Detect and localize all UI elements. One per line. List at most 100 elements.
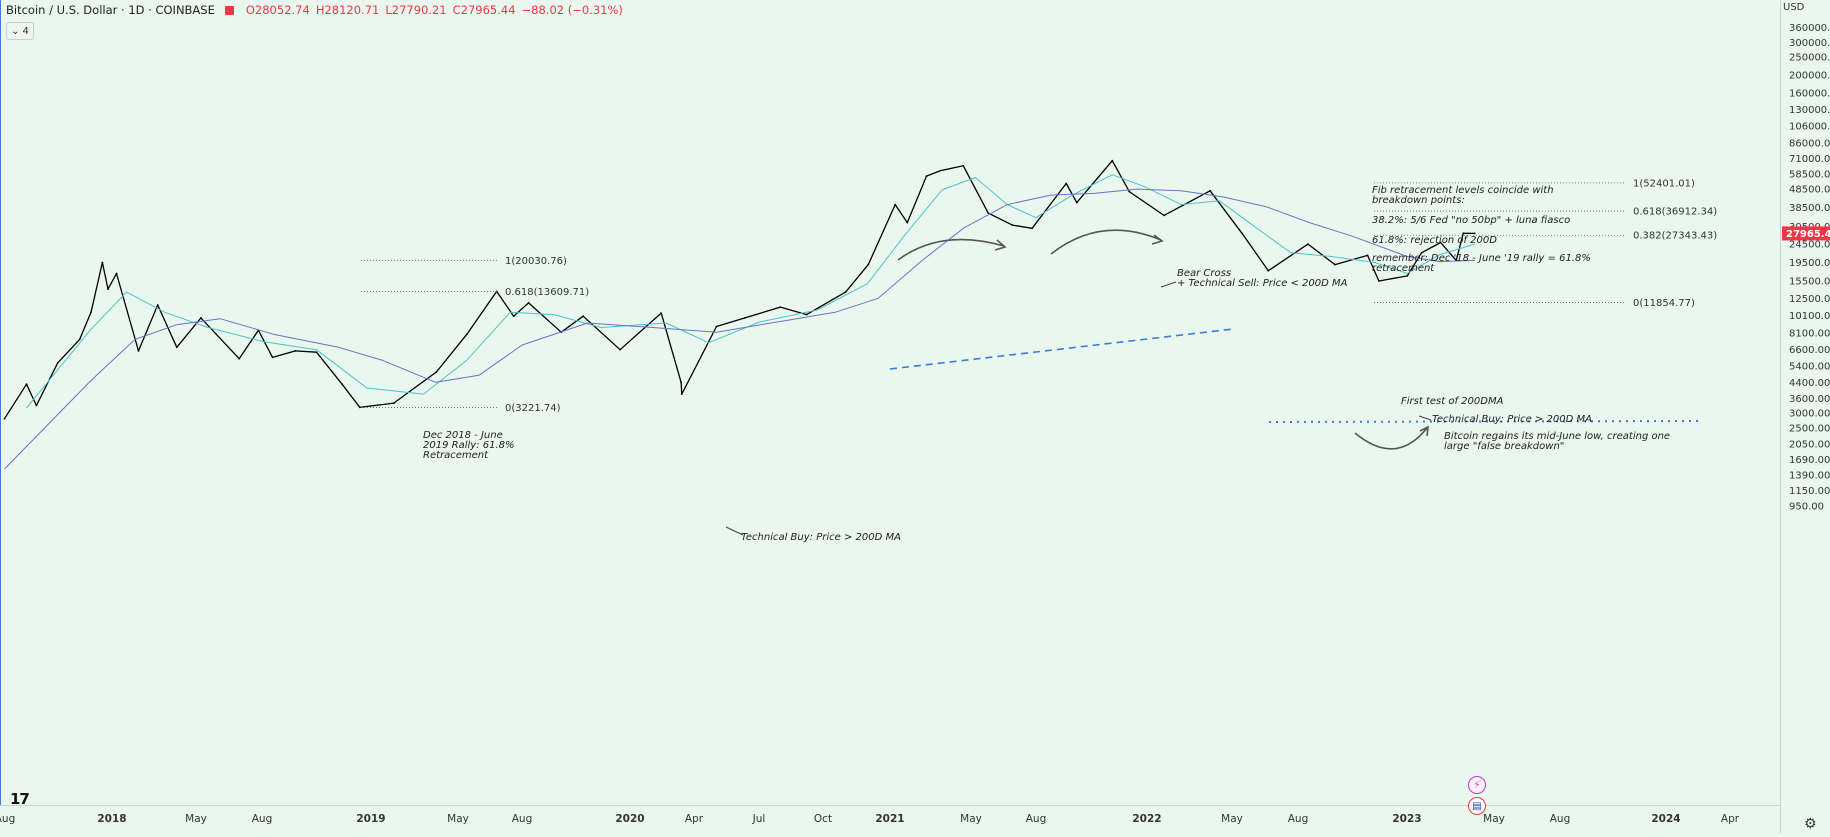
symbol-name[interactable]: Bitcoin / U.S. Dollar · 1D · COINBASE [6,3,215,17]
price-point [101,261,104,264]
price-point [680,381,682,384]
ma-200d-line[interactable] [4,188,1475,470]
price-point [56,362,59,364]
price-point [680,393,683,395]
time-tick-label: May [1221,813,1243,825]
price-point [867,263,870,266]
arc-arrow[interactable] [1354,427,1428,450]
price-point [238,357,241,360]
price-tick-label: 15500.00 [1789,276,1830,287]
price-point [78,338,81,341]
price-point [962,164,965,167]
price-tick-label: 950.00 [1789,501,1824,512]
price-axis-labels: 360000.00 300000.00 250000.00 200000.00 1600… [1782,23,1830,512]
annotation-dec2018: Retracement [423,450,489,461]
price-tick-label: 71000.00 [1789,154,1830,165]
fib-level-label: 0(11854.77) [1633,298,1695,309]
chart-area[interactable]: 1(20030.76) 0.618(13609.71) 0(3221.74) 1(52… [0,0,1781,805]
time-tick-label: 2024 [1651,813,1680,825]
price-point [1420,251,1423,254]
price-axis[interactable]: 360000.00 300000.00 250000.00 200000.00 1600… [1780,0,1830,833]
price-tick-label: 58500.00 [1789,170,1830,181]
price-tick-label: 3000.00 [1789,409,1830,420]
ma-50d-line[interactable] [26,174,1475,409]
price-point [1473,232,1476,235]
price-point [1378,280,1380,282]
price-point [137,350,140,352]
price-tick-label: 3600.00 [1789,394,1830,405]
price-tick-label: 24500.00 [1789,240,1830,251]
price-point [1307,243,1309,246]
indicators-collapse-button[interactable]: ⌄ 4 [6,22,34,40]
price-point [271,356,274,359]
price-tick-label: 1690.00 [1789,455,1830,466]
annotation-fib-note: 38.2%: 5/6 Fed "no 50bp" + luna fiasco [1372,215,1570,226]
lightning-icon[interactable]: ⚡ [1468,776,1486,794]
price-tick-label: 360000.00 [1789,23,1830,34]
price-point [805,313,808,316]
time-tick-label: 2018 [97,813,126,825]
gear-icon[interactable]: ⚙ [1804,816,1817,832]
price-point [1366,254,1369,257]
price-line[interactable] [3,160,1475,420]
open-value: O28052.74 [245,3,310,17]
price-tick-label: 5400.00 [1789,361,1830,372]
price-point [844,291,847,293]
price-point [1065,182,1068,185]
price-point [35,404,38,407]
arc-arrow[interactable] [897,238,1005,261]
time-tick-label: Aug [252,813,273,825]
price-chart[interactable]: 1(20030.76) 0.618(13609.71) 0(3221.74) 1(52… [1,0,1781,805]
price-point [1241,232,1243,235]
time-tick-label: May [447,813,469,825]
price-tick-label: 2500.00 [1789,423,1830,434]
price-tick-label: 250000.00 [1789,53,1830,64]
price-tick-label: 38500.00 [1789,203,1830,214]
time-tick-label: 2019 [356,813,385,825]
trendline-dashed[interactable] [889,328,1234,370]
price-point [3,417,6,420]
price-point [527,302,530,304]
time-tick-label: Aug [1288,813,1309,825]
annotation-regains: Bitcoin regains its mid-June low, creati… [1444,431,1670,442]
price-tick-label: 2050.00 [1789,439,1830,450]
price-point [25,383,28,386]
arrowhead [994,239,1007,251]
close-value: C27965.44 [452,3,516,17]
arrowhead [1151,234,1164,245]
price-point [1111,159,1114,162]
tradingview-logo[interactable]: 17 [10,790,30,808]
price-point [1406,275,1409,277]
price-point [1011,224,1014,227]
change-value: −88.02 (−0.31%) [521,3,623,17]
price-tick-label: 86000.00 [1789,138,1830,149]
price-point [1334,263,1336,266]
price-point [341,383,343,386]
time-axis[interactable]: Aug 2018 May Aug 2019 May Aug 2020 Apr Jul Oct 2021… [0,805,1780,834]
arc-arrow[interactable] [1050,229,1162,255]
price-point [1267,269,1270,272]
time-tick-label: Oct [814,813,832,825]
us-flag-icon[interactable]: ▤ [1468,797,1486,815]
indicator-count: 4 [22,25,29,37]
pointer-arrow [1160,281,1177,288]
currency-label[interactable]: USD [1783,2,1805,13]
fib-level-label: 0.618(13609.71) [505,287,589,298]
time-tick-label: May [1483,813,1505,825]
time-tick-label: Aug [1550,813,1571,825]
annotation-fib-note: retracement [1372,263,1435,274]
price-point [582,315,585,318]
price-point [660,312,663,314]
price-tick-label: 1390.00 [1789,471,1830,482]
price-tick-label: 300000.00 [1789,38,1830,49]
time-tick-label: Apr [685,813,704,825]
market-status-icon [224,5,234,15]
price-point [906,221,909,224]
price-point [1209,189,1211,192]
annotation-fib-note: breakdown points: [1372,195,1465,206]
price-point [466,333,468,336]
time-tick-label: Aug [0,813,15,825]
price-point [715,325,718,328]
fib-level-label: 0.382(27343.43) [1633,231,1717,242]
price-point [115,272,118,275]
